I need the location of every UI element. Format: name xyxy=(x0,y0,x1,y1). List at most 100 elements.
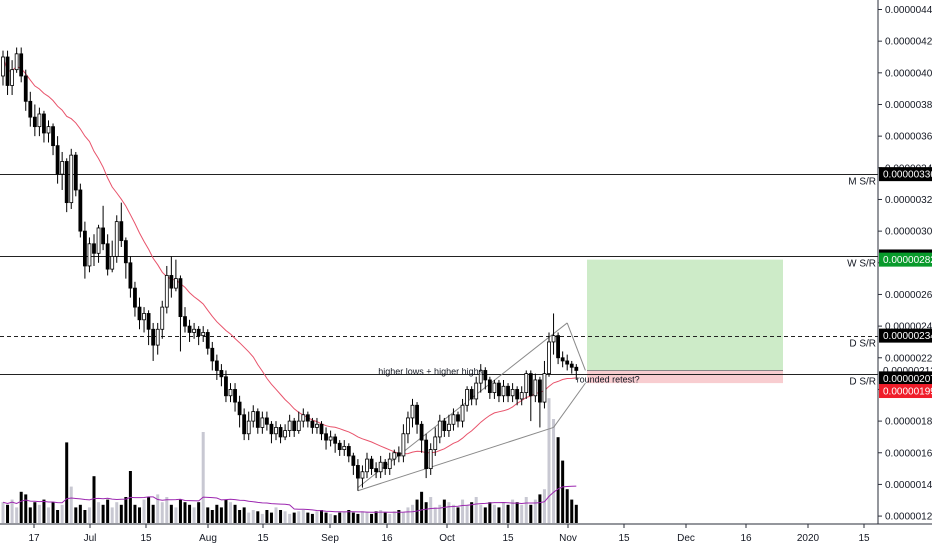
volume-bar xyxy=(210,510,214,523)
volume-bar xyxy=(206,507,210,523)
target-zone xyxy=(587,259,783,371)
candle xyxy=(55,136,60,184)
candle xyxy=(173,259,178,292)
trendline-0 xyxy=(357,426,554,492)
volume-bar xyxy=(279,510,283,523)
ma-line xyxy=(2,56,577,455)
volume-bar xyxy=(37,504,41,523)
candle-body xyxy=(401,433,406,457)
candle-body xyxy=(164,275,169,308)
volume-bar xyxy=(169,504,173,523)
candle xyxy=(401,424,406,463)
volume-bar xyxy=(247,512,251,523)
candle-body xyxy=(328,436,333,441)
volume-bar xyxy=(561,460,565,523)
candle xyxy=(287,414,292,437)
volume-bar xyxy=(115,502,119,523)
candle xyxy=(424,433,429,479)
candle-body xyxy=(501,385,506,397)
candle xyxy=(569,360,574,374)
candle xyxy=(105,234,110,276)
price-tags: 0.000003360.000002840.000002340.00000210… xyxy=(879,167,932,399)
candle-body xyxy=(274,427,278,435)
candle-body xyxy=(269,423,274,435)
volume-bar xyxy=(251,510,255,523)
candle-body xyxy=(346,446,351,457)
x-tick-label: Jul xyxy=(84,533,97,544)
candle-body xyxy=(210,347,215,362)
volume-bar xyxy=(78,504,82,523)
extra-price-tag-3: 0.00000199 xyxy=(879,384,932,399)
volume-bar xyxy=(552,419,556,523)
candle xyxy=(342,440,347,456)
candle-body xyxy=(287,420,292,431)
candle xyxy=(151,322,156,361)
volume-bar xyxy=(165,497,169,523)
candle xyxy=(14,47,19,73)
volume-bar xyxy=(470,502,474,523)
candle-body xyxy=(187,325,192,333)
volume-bar xyxy=(479,504,483,523)
time-axis[interactable]: 17 Jul 15 Aug 15 Sep 16 Oct 15 Nov 15 Dec 16 2020 15 xyxy=(28,524,870,544)
volume-bar xyxy=(433,507,437,523)
candle xyxy=(155,322,160,355)
candle xyxy=(328,430,333,447)
candle-body xyxy=(23,75,28,102)
level-price-tag-0: 0.00000336 xyxy=(879,167,932,182)
candle-body xyxy=(292,420,297,431)
candle xyxy=(23,69,28,111)
candle-body xyxy=(78,189,83,232)
candle-body xyxy=(237,401,242,416)
volume-bar xyxy=(119,504,123,523)
candle xyxy=(515,386,520,406)
volume-bar xyxy=(310,513,314,523)
candle xyxy=(146,310,151,346)
volume-bar xyxy=(456,507,460,523)
volume-bar xyxy=(506,504,510,523)
candle xyxy=(119,202,124,247)
candle xyxy=(169,256,174,298)
candle xyxy=(415,402,419,434)
candle-body xyxy=(315,423,319,428)
candle-body xyxy=(205,332,210,349)
candle-body xyxy=(123,240,128,264)
volume-bar xyxy=(438,504,442,523)
candle-body xyxy=(64,161,69,204)
candle xyxy=(446,414,451,437)
candle xyxy=(224,370,228,403)
volume-bar xyxy=(10,499,14,523)
candle xyxy=(164,265,169,314)
candle xyxy=(533,373,538,403)
level-price-tag-2-bg xyxy=(879,328,932,343)
candle-body xyxy=(396,452,401,457)
candle xyxy=(269,421,274,444)
level-price-tag-2: 0.00000234 xyxy=(879,328,932,343)
extra-price-tag-0-bg xyxy=(879,252,932,267)
volume-bar xyxy=(101,504,105,523)
candle xyxy=(474,376,479,406)
volume-bar xyxy=(74,507,78,523)
volume-bar xyxy=(420,491,424,523)
level-label-0: M S/R xyxy=(848,177,876,188)
volume-bar xyxy=(265,510,269,523)
candle xyxy=(137,297,142,330)
candle-body xyxy=(5,56,10,86)
candle xyxy=(278,424,283,444)
candle-body xyxy=(574,366,579,371)
volume-bar xyxy=(224,499,228,523)
candle-body xyxy=(456,414,460,422)
volume-bar xyxy=(429,497,433,523)
candle-body xyxy=(542,373,547,403)
volume-bar xyxy=(533,499,537,523)
position-zones xyxy=(587,259,783,384)
volume-bar xyxy=(297,511,301,523)
candle xyxy=(315,417,319,434)
candle-body xyxy=(433,436,438,450)
candle xyxy=(501,379,506,403)
